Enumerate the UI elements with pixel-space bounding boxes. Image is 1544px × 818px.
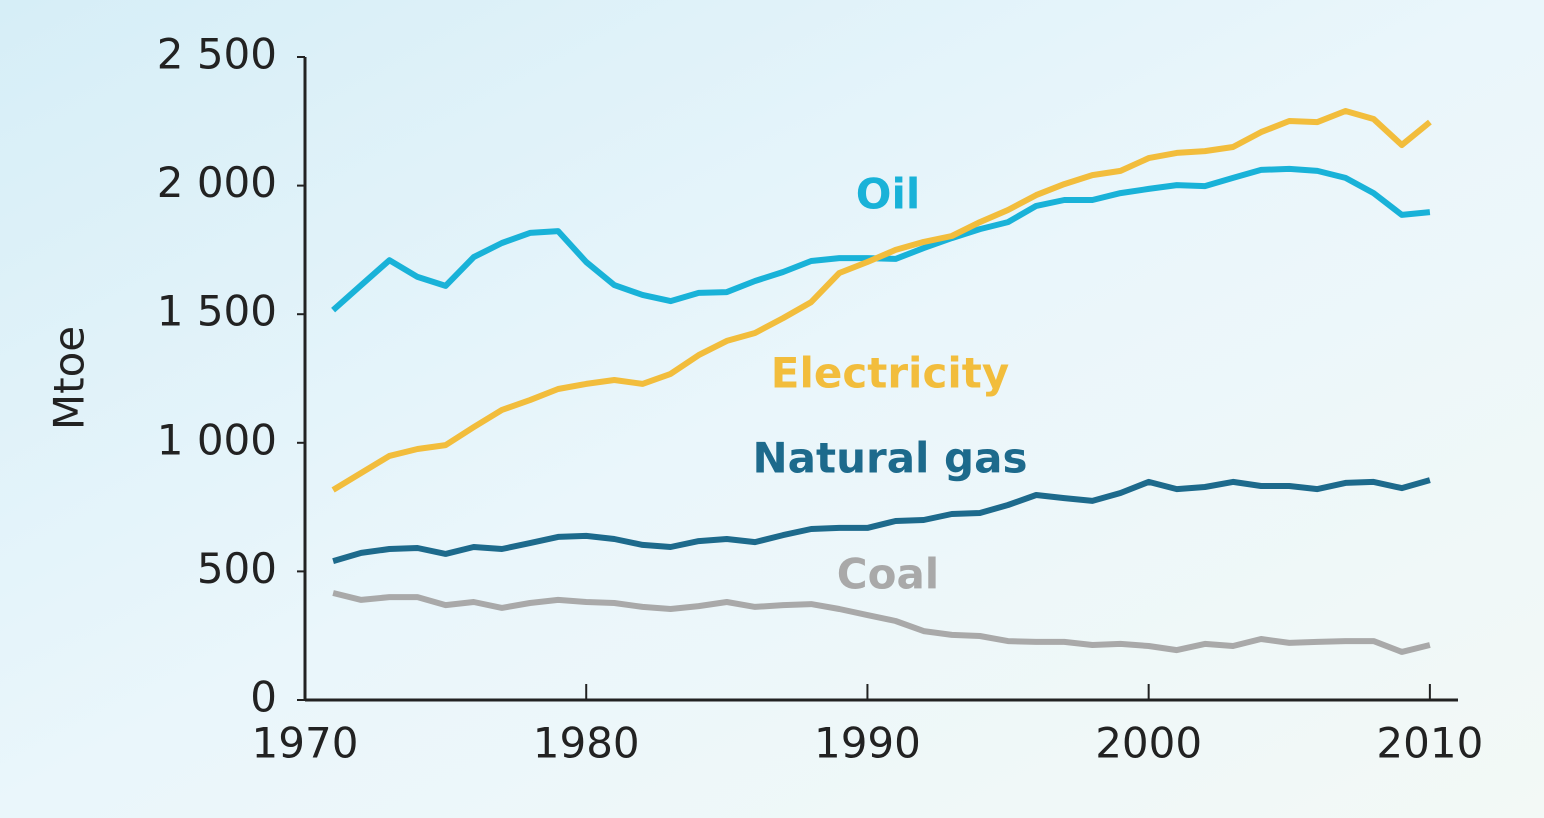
- series-label: Oil: [856, 170, 921, 219]
- series-label: Electricity: [771, 349, 1009, 398]
- series-label: Coal: [837, 550, 939, 599]
- x-tick-label: 1970: [252, 719, 359, 768]
- x-tick-label: 2000: [1095, 719, 1202, 768]
- series-line: [332, 477, 1431, 564]
- series-line: [331, 108, 1432, 493]
- x-tick-label: 1990: [814, 719, 921, 768]
- y-tick-label: 2 500: [157, 30, 277, 79]
- y-axis-label: Mtoe: [45, 326, 94, 430]
- y-tick-label: 1 500: [157, 287, 277, 336]
- y-tick-label: 1 000: [157, 415, 277, 464]
- y-tick-label: 0: [250, 673, 277, 722]
- y-tick-label: 2 000: [157, 158, 277, 207]
- x-tick-label: 2010: [1376, 719, 1483, 768]
- series-line: [332, 590, 1431, 655]
- series-label: Natural gas: [753, 434, 1028, 483]
- y-tick-label: 500: [197, 544, 277, 593]
- x-tick-label: 1980: [533, 719, 640, 768]
